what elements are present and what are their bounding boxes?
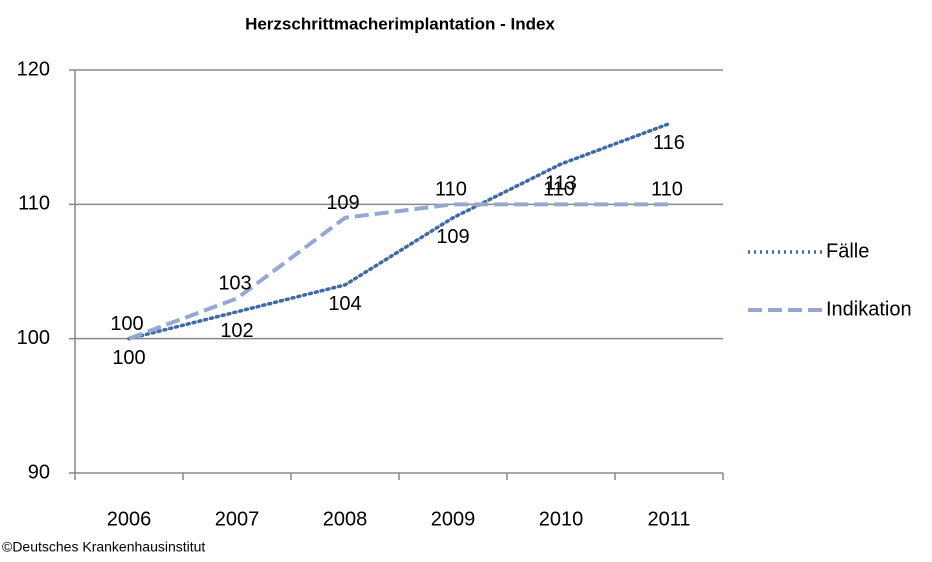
data-label: 109 bbox=[436, 226, 469, 248]
data-label: 110 bbox=[435, 179, 467, 201]
y-tick-label: 110 bbox=[18, 193, 50, 215]
data-label: 116 bbox=[653, 132, 685, 154]
line-series bbox=[127, 121, 671, 341]
data-label: 103 bbox=[218, 273, 251, 295]
y-tick-label: 100 bbox=[17, 327, 50, 349]
y-tick-label: 120 bbox=[17, 58, 50, 80]
x-tick-label: 2009 bbox=[431, 508, 476, 530]
x-tick-label: 2008 bbox=[323, 508, 368, 530]
data-label: 104 bbox=[328, 293, 361, 315]
x-tick-label: 2006 bbox=[107, 508, 152, 530]
data-label: 110 bbox=[543, 179, 575, 201]
data-label: 113 bbox=[545, 172, 577, 194]
chart-title: Herzschrittmacherimplantation - Index bbox=[245, 14, 555, 33]
data-label: 109 bbox=[326, 192, 359, 214]
data-label: 110 bbox=[651, 179, 683, 201]
data-label: 102 bbox=[220, 320, 253, 342]
legend-label: Fälle bbox=[826, 240, 869, 262]
legend-label: Indikation bbox=[826, 298, 912, 320]
y-tick-label: 90 bbox=[28, 461, 50, 483]
data-label: 100 bbox=[112, 347, 145, 369]
source-note: ©Deutsches Krankenhausinstitut bbox=[2, 539, 205, 555]
x-tick-label: 2011 bbox=[647, 508, 690, 530]
x-tick-label: 2007 bbox=[215, 508, 260, 530]
x-tick-label: 2010 bbox=[539, 508, 584, 530]
data-label: 100 bbox=[110, 313, 143, 335]
line-series bbox=[128, 202, 669, 341]
